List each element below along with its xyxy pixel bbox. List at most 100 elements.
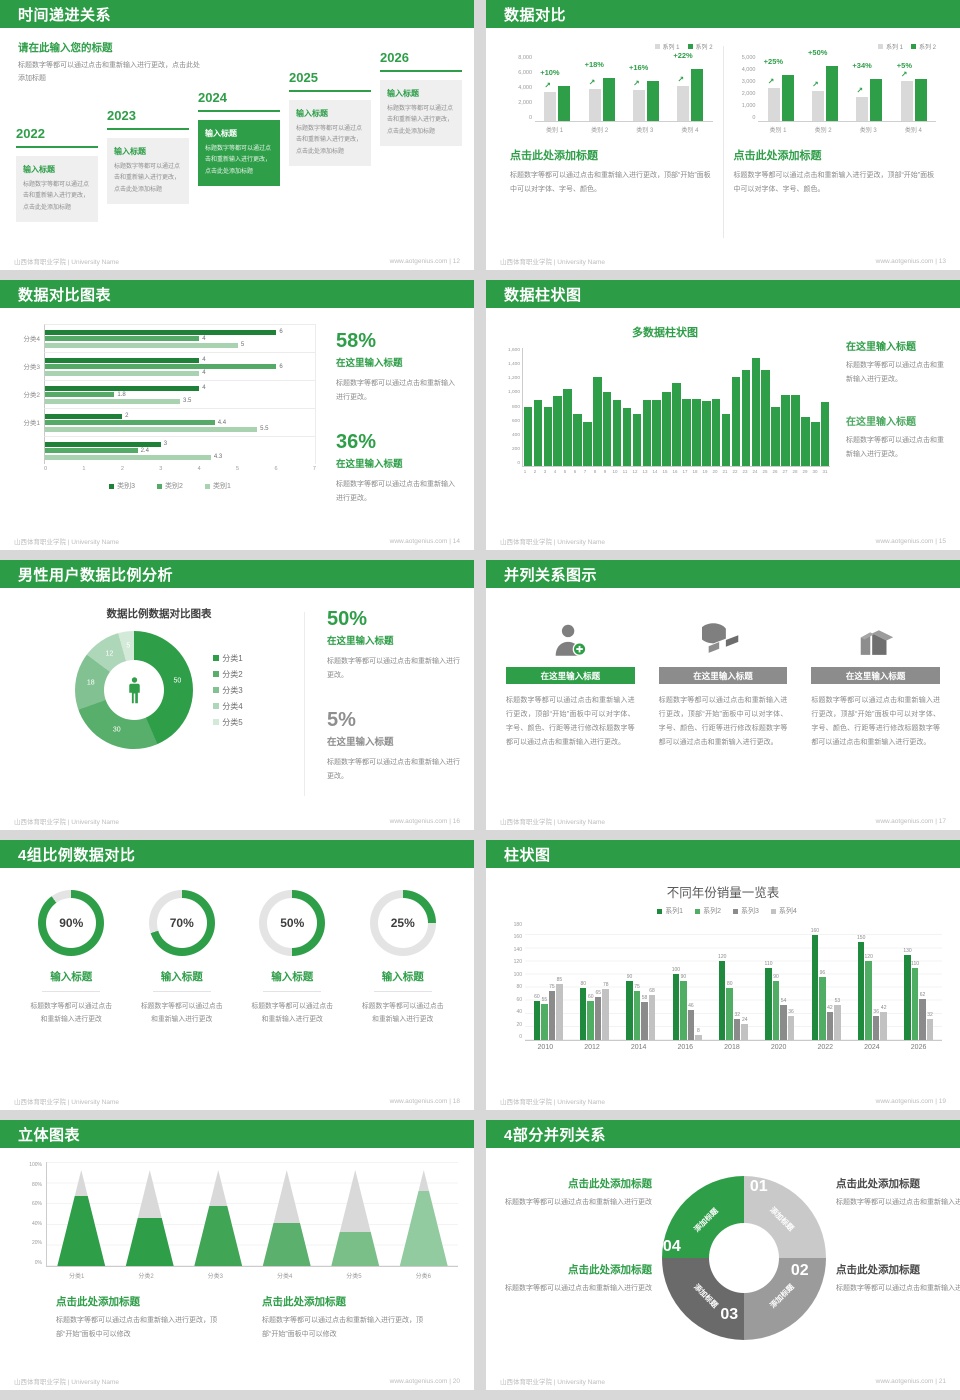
slide-14-hbar-chart[interactable]: 数据对比图表 分类4 6 4 5 分类3 4 6 4 分类2 4 1.8 3.5 分类1 2… — [0, 280, 474, 550]
category-label — [16, 436, 44, 464]
series1-bar: 110 — [765, 961, 773, 1040]
column-bar — [721, 414, 731, 466]
series1-bar: 80 — [579, 981, 587, 1040]
bar-group: +16% ↗ — [628, 55, 661, 121]
milestone-year: 2023 — [107, 108, 136, 123]
increase-arrow-icon: ↗ — [856, 86, 864, 95]
plot-area — [522, 348, 830, 467]
caption-block: 点击此处添加标题 标题数字等都可以通过点击和重新输入进行更改，顶部“开始”面板中… — [262, 1294, 428, 1342]
series3-bar: 46 — [687, 1003, 695, 1040]
milestone-year: 2022 — [16, 126, 45, 141]
slide-footer: 山西体育职业学院 | University Name www.aotgenius… — [0, 812, 474, 830]
value-label: 3 — [163, 441, 168, 447]
series3-bar: 32 — [733, 1012, 741, 1040]
milestone-2025: 2025 输入标题 标题数字等都可以通过点击和重新输入进行更改，点击此处添加标题 — [289, 70, 371, 167]
slide-13-data-compare[interactable]: 数据对比 系列 1 系列 2 8,000 6,000 4,000 2,000 0 +10%… — [486, 0, 960, 270]
cone-bar — [194, 1170, 243, 1266]
footer-right: www.aotgenius.com | 19 — [875, 1097, 946, 1105]
bar-group: +50% ↗ — [808, 48, 840, 121]
milestone-box-body: 标题数字等都可以通过点击和重新输入进行更改，点击此处添加标题 — [114, 164, 181, 193]
slide-16-donut-analysis[interactable]: 男性用户数据比例分析 数据比例数据对比图表 50 30 18 12 5 分类1 分类2 分类… — [0, 560, 474, 830]
segment-number: 04 — [662, 1237, 681, 1255]
chart-legend: 系列 1 系列 2 — [510, 42, 713, 51]
percent-label: +18% — [584, 60, 604, 69]
legend-item: 系列4 — [770, 906, 797, 916]
milestone-underline — [198, 110, 280, 112]
column-bar — [612, 400, 622, 466]
value-label: 4 — [202, 370, 206, 376]
stat-percent: 5% — [327, 709, 356, 731]
milestone-box: 输入标题 标题数字等都可以通过点击和重新输入进行更改，点击此处添加标题 — [198, 120, 280, 187]
series2-bar: 75 — [633, 984, 641, 1040]
slide-title: 时间递进关系 — [18, 6, 112, 24]
legend-swatch-icon — [654, 44, 660, 49]
stat-subtitle: 在这里输入标题 — [336, 459, 403, 470]
progress-ring: 90% — [38, 890, 105, 956]
person-add-icon — [506, 606, 635, 658]
text-body: 标题数字等都可以通过点击和重新输入进行更改。 — [846, 362, 944, 383]
milestone-box-body: 标题数字等都可以通过点击和重新输入进行更改，点击此处添加标题 — [205, 146, 272, 175]
y-axis: 1,600 1,400 1,200 1,000 800 600 400 200 0 — [507, 348, 520, 466]
slide-footer: 山西体育职业学院 | University Name www.aotgenius… — [486, 532, 960, 550]
legend-item: 系列1 — [657, 906, 683, 916]
slide-content: 数据比例数据对比图表 50 30 18 12 5 分类1 分类2 分类3 分类4 分类5 50%… — [0, 588, 474, 812]
ring-title: 输入标题 — [160, 971, 203, 983]
category-label: 分类1 — [23, 420, 40, 427]
milestone-box-title: 输入标题 — [114, 147, 146, 156]
item-body: 标题数字等都可以通过点击和重新输入进行更改，顶部“开始”面板中可以对字体、字号、… — [811, 697, 941, 746]
series2-bar: 55 — [541, 997, 548, 1040]
divider — [42, 991, 101, 992]
legend-item: 系列2 — [695, 906, 721, 916]
segment-value: 18 — [86, 679, 95, 687]
column-bar — [771, 407, 780, 466]
milestone-underline — [16, 146, 98, 148]
percent-label: +16% — [628, 63, 649, 72]
divider — [263, 991, 322, 992]
slide-19-grouped-bars[interactable]: 柱状图 不同年份销量一览表 系列1 系列2 系列3 系列4 180 160 140 120 1… — [486, 840, 960, 1110]
milestone-2024: 2024 输入标题 标题数字等都可以通过点击和重新输入进行更改，点击此处添加标题 — [198, 90, 280, 187]
ratio-item: 90% 输入标题 标题数字等都可以通过点击和重新输入进行更改 — [30, 890, 113, 1092]
slide-header: 4组比例数据对比 — [0, 840, 474, 868]
slide-title: 立体图表 — [18, 1126, 81, 1144]
slide-17-parallel-items[interactable]: 并列关系图示 在这里输入标题 标题数字等都可以通过点击和重新输入进行更改，顶部“… — [486, 560, 960, 830]
slide-18-progress-rings[interactable]: 4组比例数据对比 90% 输入标题 标题数字等都可以通过点击和重新输入进行更改 … — [0, 840, 474, 1110]
bar-group: 90 75 58 68 — [626, 922, 656, 1040]
milestone-box: 输入标题 标题数字等都可以通过点击和重新输入进行更改，点击此处添加标题 — [380, 80, 462, 147]
caption-title: 点击此处添加标题 — [510, 150, 598, 162]
stat-percent: 36% — [336, 431, 377, 453]
ring-body: 标题数字等都可以通过点击和重新输入进行更改 — [251, 1003, 334, 1024]
slide-20-cone-chart[interactable]: 立体图表 100% 80% 60% 40% 20% 0% 分类1 分类2 分类3 分类4 分类5 分… — [0, 1120, 474, 1390]
series1-bar: 90 — [626, 974, 633, 1040]
bar-group: +18% ↗ — [584, 55, 617, 121]
caption-body: 标题数字等都可以通过点击和重新输入进行更改，顶部“开始”面板中可以对字体、字号、… — [510, 172, 711, 193]
h-bar — [45, 357, 200, 363]
value-label: 3.5 — [183, 398, 192, 404]
slide-21-four-part-relation[interactable]: 4部分并列关系 点击此处添加标题 标题数字等都可以通过点击和重新输入进行更改 点… — [486, 1120, 960, 1390]
slide-15-column-chart[interactable]: 数据柱状图 多数据柱状图 1,600 1,400 1,200 1,000 800 600 4… — [486, 280, 960, 550]
donut-chart: 数据比例数据对比图表 50 30 18 12 5 分类1 分类2 分类3 分类4 分类5 — [14, 602, 304, 812]
milestone-box-title: 输入标题 — [23, 165, 55, 174]
column-bar — [523, 407, 533, 466]
chart-title: 数据比例数据对比图表 — [106, 608, 212, 620]
divider — [373, 991, 432, 992]
cone-chart: 100% 80% 60% 40% 20% 0% — [16, 1162, 458, 1267]
legend-swatch-icon — [157, 483, 163, 489]
legend-item: 类别1 — [204, 481, 231, 491]
increase-arrow-icon: ↗ — [767, 77, 775, 86]
caption-block: 点击此处添加标题 标题数字等都可以通过点击和重新输入进行更改，顶部“开始”面板中… — [56, 1294, 222, 1342]
series3-bar: 65 — [594, 990, 602, 1040]
legend-swatch-icon — [770, 908, 776, 914]
donut-center — [104, 660, 165, 720]
slide-12-timeline[interactable]: 时间递进关系 2022 输入标题 标题数字等都可以通过点击和重新输入进行更改，点… — [0, 0, 474, 270]
grouped-bar-chart: 180 160 140 120 100 80 60 40 20 0 60 55 75 85 80 60 65… — [504, 922, 942, 1041]
series2-bar — [602, 78, 615, 121]
caption-title: 点击此处添加标题 — [56, 1296, 140, 1308]
text-body: 标题数字等都可以通过点击和重新输入进行更改。 — [846, 437, 944, 458]
value-label: 6 — [279, 363, 283, 370]
slide-footer: 山西体育职业学院 | University Name www.aotgenius… — [486, 1372, 960, 1390]
milestone-box-title: 输入标题 — [296, 109, 328, 118]
slide-header: 时间递进关系 — [0, 0, 474, 28]
series2-bar: 60 — [587, 994, 594, 1040]
